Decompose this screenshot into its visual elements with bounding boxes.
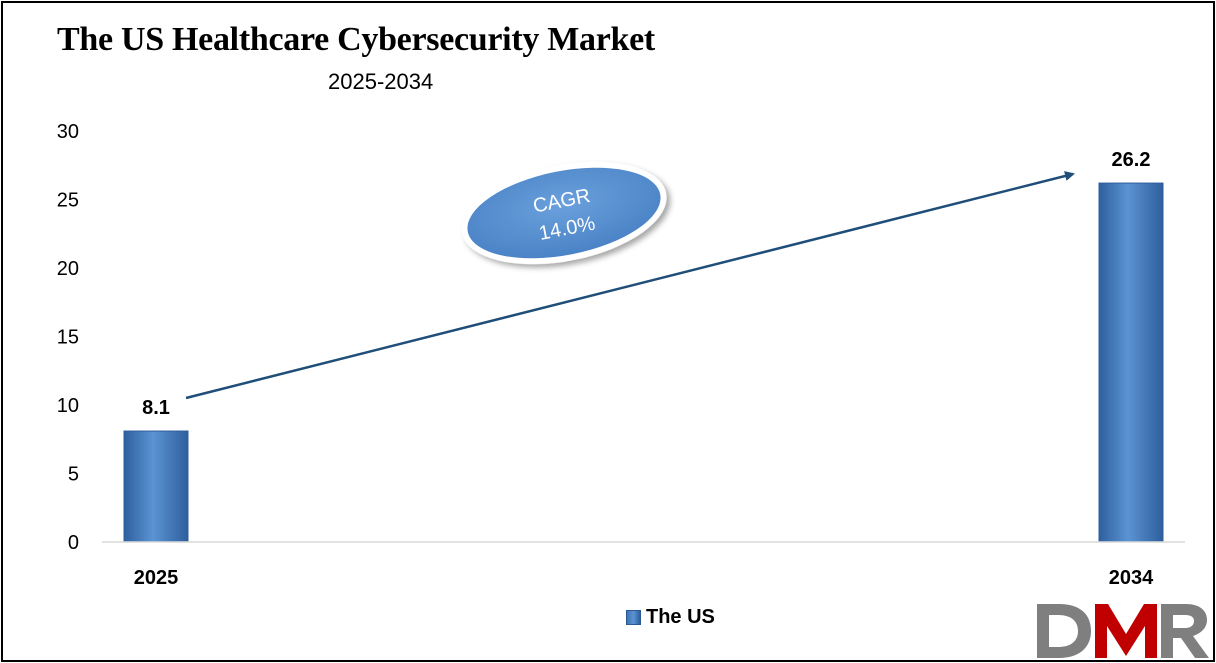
cagr-arrow [185, 171, 1075, 400]
y-tick-label: 30 [57, 121, 79, 143]
x-tick-label: 2034 [1109, 567, 1154, 589]
y-tick-label: 5 [68, 464, 79, 486]
chart-title: The US Healthcare Cybersecurity Market [57, 21, 655, 58]
y-tick-label: 10 [57, 395, 79, 417]
x-tick-label: 2025 [134, 567, 179, 589]
y-tick-label: 0 [68, 532, 79, 554]
legend: The US [626, 606, 715, 629]
chart-subtitle: 2025-2034 [328, 69, 434, 94]
legend-label: The US [646, 606, 715, 628]
legend-swatch [626, 610, 641, 625]
data-label: 8.1 [142, 397, 170, 419]
bar-2025 [123, 430, 189, 543]
y-tick-label: 20 [57, 258, 79, 280]
dmr-logo [1037, 604, 1209, 658]
bar-2034 [1098, 182, 1164, 543]
y-tick-label: 15 [57, 327, 79, 349]
cagr-badge: CAGR 14.0% [461, 161, 667, 265]
data-label: 26.2 [1112, 149, 1151, 171]
y-tick-label: 25 [57, 190, 79, 212]
